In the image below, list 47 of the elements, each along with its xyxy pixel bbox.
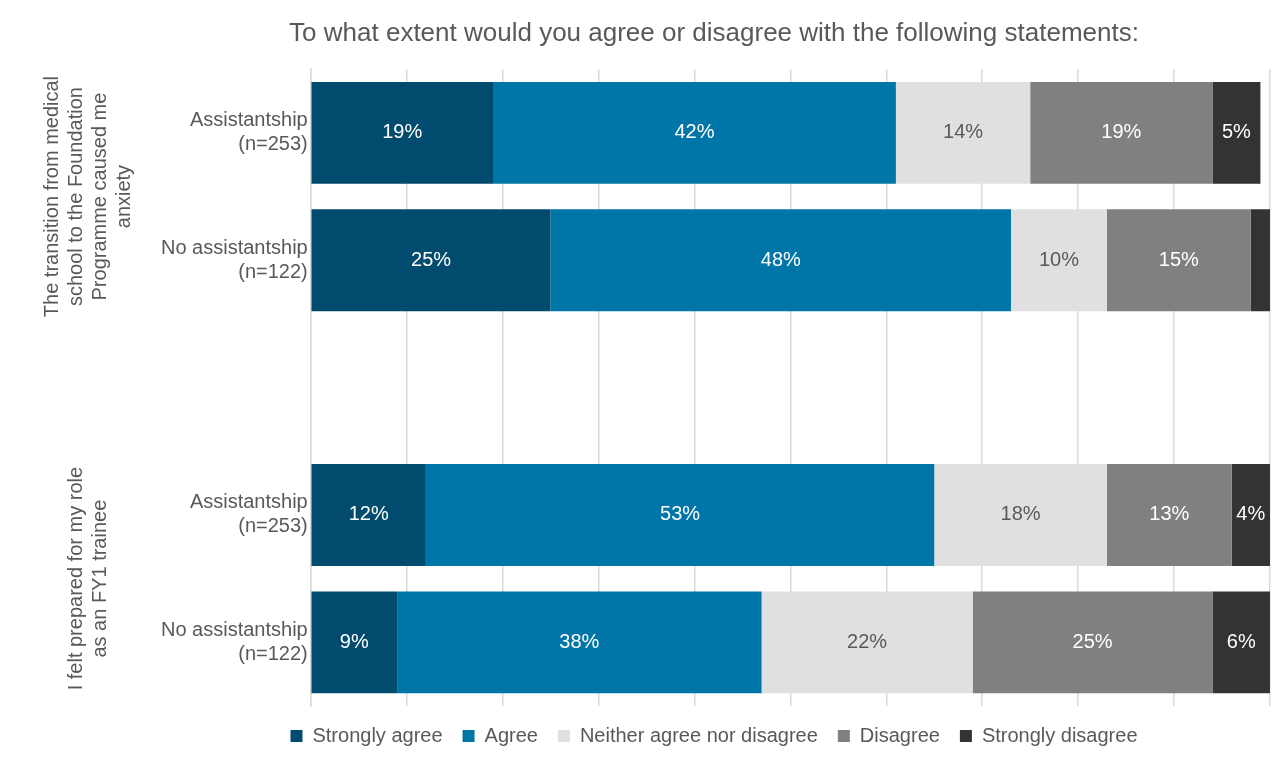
bar bbox=[425, 464, 935, 566]
data-label: 5% bbox=[1221, 120, 1252, 143]
bar bbox=[311, 81, 493, 184]
data-label: 48% bbox=[760, 247, 802, 270]
legend-label: Strongly agree bbox=[312, 723, 443, 746]
bar bbox=[550, 209, 1011, 312]
legend-label: Disagree bbox=[859, 723, 940, 746]
data-label: 4% bbox=[1236, 502, 1266, 525]
data-label: 25% bbox=[411, 247, 452, 270]
chart-title: To what extent would you agree or disagree with the following statements: bbox=[289, 16, 1139, 47]
y-tick-label: No assistantship (n=122) bbox=[160, 617, 308, 664]
bar bbox=[311, 591, 398, 694]
y-tick-label: No assistantship (n=122) bbox=[160, 235, 308, 282]
legend-label: Strongly disagree bbox=[981, 723, 1138, 746]
bar bbox=[311, 209, 551, 312]
bar bbox=[1030, 81, 1213, 184]
legend-label: Neither agree nor disagree bbox=[579, 723, 818, 746]
text: I felt prepared for my role as an FY1 trainee bbox=[63, 466, 110, 691]
data-label: 19% bbox=[1101, 120, 1142, 143]
bar bbox=[1231, 464, 1270, 566]
data-label: 13% bbox=[1149, 502, 1190, 525]
data-label: 19% bbox=[382, 120, 423, 143]
text: The transition from medical school to the Foundation Programme caused me anxiety bbox=[39, 75, 134, 318]
bar bbox=[972, 591, 1213, 694]
data-label: 12% bbox=[348, 502, 389, 525]
data-label: 25% bbox=[1072, 629, 1113, 652]
data-label: 14% bbox=[943, 120, 984, 143]
y-tick-label: Assistantship (n=253) bbox=[189, 108, 308, 155]
y-tick-label: Assistantship (n=253) bbox=[189, 490, 308, 537]
legend-label: Agree bbox=[484, 723, 538, 746]
bar bbox=[397, 591, 762, 694]
bar bbox=[1106, 209, 1251, 312]
data-label: 53% bbox=[660, 502, 701, 525]
data-label: 9% bbox=[339, 629, 369, 652]
data-label: 38% bbox=[559, 629, 600, 652]
bar bbox=[1250, 209, 1270, 312]
data-label: 6% bbox=[1226, 629, 1256, 652]
data-label: 22% bbox=[847, 629, 888, 652]
bar bbox=[1212, 81, 1261, 184]
bar bbox=[1106, 464, 1232, 566]
data-label: 10% bbox=[1038, 247, 1080, 270]
bar bbox=[311, 464, 426, 566]
data-label: 42% bbox=[674, 120, 715, 143]
data-label: 18% bbox=[1000, 502, 1041, 525]
bar bbox=[1212, 591, 1270, 694]
data-label: 15% bbox=[1158, 247, 1200, 270]
bar bbox=[493, 81, 896, 184]
